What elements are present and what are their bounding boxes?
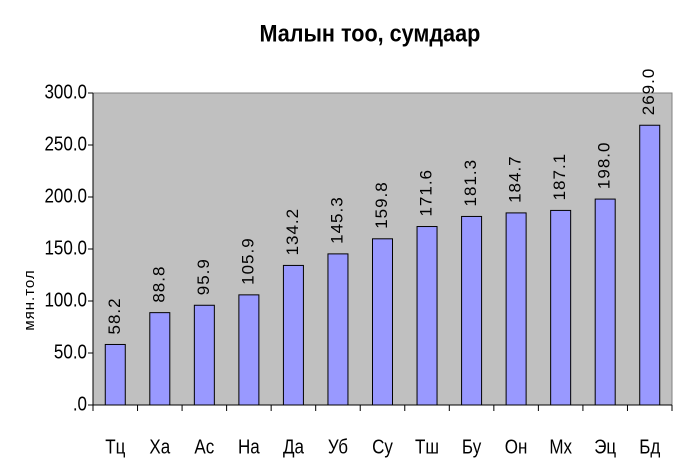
bar [238,294,260,406]
bar [149,312,171,406]
value-label: 184.7 [506,155,525,203]
value-label: 187.1 [550,153,569,201]
bar [594,198,616,406]
x-tick-label: Ас [194,435,214,458]
x-tick-label: Бу [462,435,482,458]
y-tick-label: 250.0 [44,132,87,155]
y-tick-label: 300.0 [44,80,87,103]
y-axis-label: мян.тол [21,269,38,330]
y-tick-label: 200.0 [44,184,87,207]
value-label: 198.0 [595,142,614,190]
y-tick-label: 50.0 [54,340,87,363]
bar [550,209,572,406]
bar [461,215,483,406]
bar [327,253,349,406]
x-tick-label: Тш [415,435,439,458]
x-tick-label: На [238,435,260,458]
y-tick-label: .0 [73,392,87,415]
x-tick-label: Эц [594,435,616,458]
bar [372,238,393,406]
x-tick-label: Он [505,435,528,458]
bar [416,226,438,406]
bar [505,212,527,406]
bar [282,264,304,406]
x-tick-label: Ха [149,435,170,458]
value-label: 105.9 [238,237,257,285]
x-tick-label: Тц [105,435,125,458]
bar [639,124,661,406]
value-label: 58.2 [105,297,124,334]
x-tick-label: Су [372,435,393,458]
value-label: 134.2 [283,208,302,256]
value-label: 88.8 [149,266,168,303]
value-label: 269.0 [639,68,658,116]
x-tick-label: Мх [549,435,572,458]
y-tick-label: 150.0 [44,236,87,259]
x-tick-label: Да [283,435,305,458]
chart-title: Малын тоо, сумдаар [259,19,480,46]
x-tick-label: Бд [639,435,660,458]
value-label: 181.3 [461,159,480,207]
y-tick-label: 100.0 [44,288,87,311]
value-label: 95.9 [194,258,213,295]
value-label: 159.8 [372,181,391,229]
bar [104,343,126,406]
value-label: 145.3 [327,196,346,244]
value-label: 171.6 [417,169,436,217]
bar [193,304,215,406]
x-tick-label: Уб [328,435,348,458]
